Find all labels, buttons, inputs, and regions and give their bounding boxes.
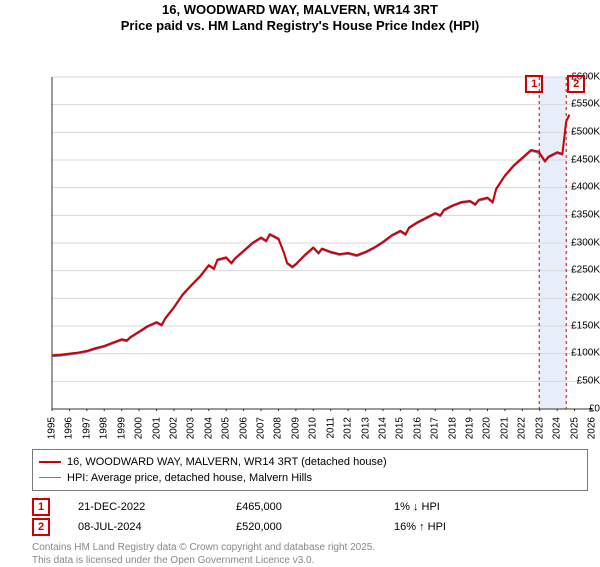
sale-date: 21-DEC-2022	[78, 501, 208, 513]
series-line	[52, 114, 569, 355]
x-tick-label: 2022	[517, 417, 528, 439]
x-tick-label: 2005	[221, 417, 232, 439]
x-tick-label: 2004	[203, 417, 214, 439]
x-tick-label: 2021	[499, 417, 510, 439]
sale-marker-badge: 1	[32, 498, 50, 516]
chart-title-line2: Price paid vs. HM Land Registry's House …	[0, 18, 600, 33]
legend-label: 16, WOODWARD WAY, MALVERN, WR14 3RT (det…	[67, 456, 387, 468]
x-tick-label: 1998	[99, 417, 110, 439]
x-tick-label: 2019	[465, 417, 476, 439]
chart-area: £0 £50K £100K £150K £200K £250K £300K £350K £400…	[0, 33, 600, 449]
attribution: Contains HM Land Registry data © Crown c…	[32, 537, 588, 567]
x-tick-label: 2017	[430, 417, 441, 439]
legend-item: HPI: Average price, detached house, Malv…	[39, 470, 581, 486]
x-tick-label: 2014	[377, 417, 388, 439]
x-tick-label: 1995	[47, 417, 58, 439]
legend-label: HPI: Average price, detached house, Malv…	[67, 472, 312, 484]
x-tick-label: 1996	[64, 417, 75, 439]
series-line	[52, 115, 569, 356]
x-tick-label: 2001	[151, 417, 162, 439]
x-tick-label: 1997	[81, 417, 92, 439]
sale-row: 2 08-JUL-2024 £520,000 16% ↑ HPI	[32, 517, 588, 537]
sale-marker-badge: 2	[32, 518, 50, 536]
sale-price: £520,000	[236, 521, 366, 533]
x-tick-label: 2011	[325, 417, 336, 439]
x-tick-label: 2000	[134, 417, 145, 439]
sale-price: £465,000	[236, 501, 366, 513]
x-tick-label: 2018	[447, 417, 458, 439]
y-tick-label: £550K	[554, 99, 600, 110]
y-tick-label: £150K	[554, 320, 600, 331]
sale-marker-badge: 1	[525, 75, 543, 93]
x-tick-label: 2002	[168, 417, 179, 439]
x-tick-label: 2009	[290, 417, 301, 439]
x-tick-label: 2026	[587, 417, 598, 439]
x-tick-label: 2016	[412, 417, 423, 439]
legend-item: 16, WOODWARD WAY, MALVERN, WR14 3RT (det…	[39, 454, 581, 470]
y-tick-label: £50K	[554, 375, 600, 386]
legend-swatch	[39, 461, 61, 463]
y-tick-label: £450K	[554, 154, 600, 165]
x-tick-label: 2024	[552, 417, 563, 439]
y-tick-label: £200K	[554, 292, 600, 303]
sale-marker-badge: 2	[567, 75, 585, 93]
y-tick-label: £100K	[554, 348, 600, 359]
chart-title-line1: 16, WOODWARD WAY, MALVERN, WR14 3RT	[0, 0, 600, 18]
sales-table: 1 21-DEC-2022 £465,000 1% ↓ HPI 2 08-JUL-2024…	[32, 497, 588, 537]
sale-row: 1 21-DEC-2022 £465,000 1% ↓ HPI	[32, 497, 588, 517]
x-tick-label: 2008	[273, 417, 284, 439]
sale-date: 08-JUL-2024	[78, 521, 208, 533]
legend: 16, WOODWARD WAY, MALVERN, WR14 3RT (det…	[32, 449, 588, 491]
x-tick-label: 1999	[116, 417, 127, 439]
y-tick-label: £350K	[554, 209, 600, 220]
x-tick-label: 2010	[308, 417, 319, 439]
x-tick-label: 2023	[534, 417, 545, 439]
y-tick-label: £250K	[554, 265, 600, 276]
attribution-line1: Contains HM Land Registry data © Crown c…	[32, 541, 588, 554]
x-tick-label: 2015	[395, 417, 406, 439]
y-tick-label: £500K	[554, 126, 600, 137]
x-tick-label: 2013	[360, 417, 371, 439]
y-tick-label: £400K	[554, 182, 600, 193]
x-tick-label: 2012	[343, 417, 354, 439]
y-tick-label: £300K	[554, 237, 600, 248]
sale-delta: 1% ↓ HPI	[394, 501, 524, 513]
x-tick-label: 2003	[186, 417, 197, 439]
y-tick-label: £0	[554, 403, 600, 414]
x-tick-label: 2006	[238, 417, 249, 439]
x-tick-label: 2025	[569, 417, 580, 439]
x-tick-label: 2020	[482, 417, 493, 439]
chart-svg	[0, 33, 600, 411]
x-tick-label: 2007	[256, 417, 267, 439]
sale-delta: 16% ↑ HPI	[394, 521, 524, 533]
attribution-line2: This data is licensed under the Open Gov…	[32, 554, 588, 567]
legend-swatch	[39, 477, 61, 479]
